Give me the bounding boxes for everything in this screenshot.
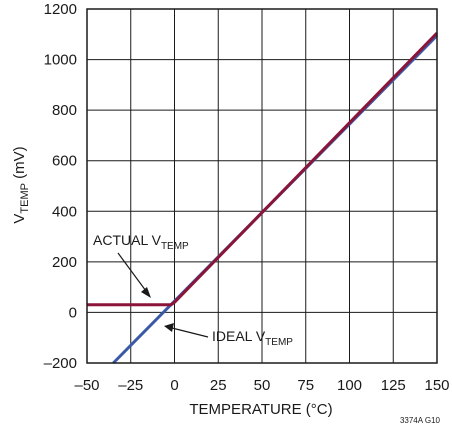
y-axis-title: VTEMP (mV) bbox=[11, 146, 31, 223]
y-tick-label-3: 400 bbox=[52, 203, 77, 220]
plot-frame bbox=[86, 8, 438, 364]
y-axis-title-unit: (mV) bbox=[11, 146, 28, 183]
x-tick-label-6: 100 bbox=[337, 377, 362, 394]
x-tick-label-7: 125 bbox=[381, 377, 406, 394]
x-tick-label-5: 75 bbox=[297, 377, 314, 394]
x-axis-title: TEMPERATURE (°C) bbox=[189, 401, 332, 418]
annotation-actual-arrow bbox=[117, 252, 147, 292]
y-tick-label-4: 600 bbox=[52, 153, 77, 170]
x-tick-labels: –50 –25 0 25 50 75 100 125 150 bbox=[74, 377, 449, 394]
annotation-ideal-arrowhead bbox=[164, 323, 174, 332]
y-tick-label-0: –200 bbox=[44, 355, 77, 372]
x-tick-label-1: –25 bbox=[118, 377, 143, 394]
y-tick-labels: –200 0 200 400 600 800 1000 1200 bbox=[44, 1, 77, 372]
x-tick-label-2: 0 bbox=[170, 377, 178, 394]
y-tick-label-6: 1000 bbox=[44, 52, 77, 69]
annotation-actual-main: ACTUAL V bbox=[93, 232, 162, 248]
annotation-ideal-sub: TEMP bbox=[265, 337, 293, 348]
y-tick-label-2: 200 bbox=[52, 254, 77, 271]
annotation-actual-sub: TEMP bbox=[161, 241, 189, 252]
annotation-actual-vtemp: ACTUAL VTEMP bbox=[93, 232, 189, 252]
y-axis-title-sub: TEMP bbox=[19, 183, 31, 214]
x-tick-label-8: 150 bbox=[424, 377, 449, 394]
annotation-ideal-main: IDEAL V bbox=[212, 328, 266, 344]
series-lines bbox=[87, 31, 439, 365]
figure-reference: 3374A G10 bbox=[400, 416, 441, 425]
annotation-actual-arrowhead bbox=[141, 287, 151, 298]
grid bbox=[86, 8, 438, 364]
y-tick-label-7: 1200 bbox=[44, 1, 77, 18]
annotation-ideal-vtemp: IDEAL VTEMP bbox=[212, 328, 293, 348]
x-tick-label-0: –50 bbox=[74, 377, 99, 394]
x-tick-label-4: 50 bbox=[254, 377, 271, 394]
x-tick-label-3: 25 bbox=[210, 377, 227, 394]
annotation-ideal-arrow bbox=[171, 327, 209, 338]
y-tick-label-5: 800 bbox=[52, 102, 77, 119]
y-axis-title-main: V bbox=[11, 214, 28, 224]
series-actual-vtemp-line bbox=[87, 31, 439, 307]
y-tick-label-1: 0 bbox=[69, 304, 77, 321]
